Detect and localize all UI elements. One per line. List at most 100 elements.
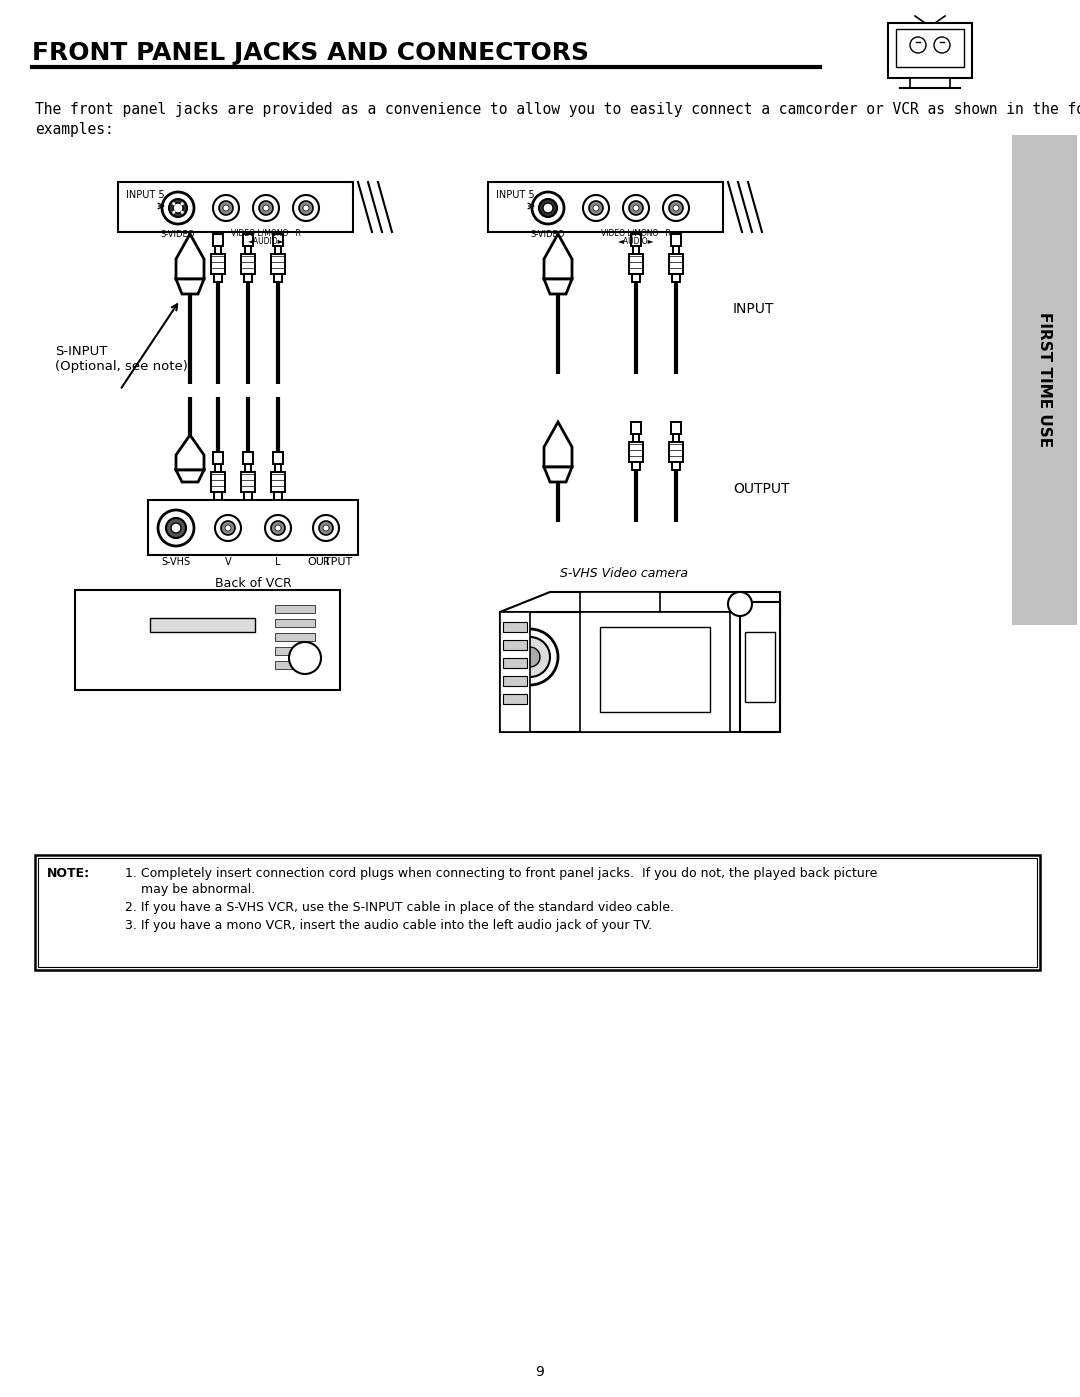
Bar [488,182,723,232]
Bar [213,235,222,246]
Bar [245,246,251,254]
Text: S-VHS Video camera: S-VHS Video camera [561,567,688,580]
Circle shape [910,36,926,53]
Bar [629,441,643,462]
Bar [672,462,680,469]
Circle shape [673,205,679,211]
Bar [632,462,640,469]
Bar [243,453,253,464]
Circle shape [323,525,329,531]
Bar [215,464,221,472]
Circle shape [180,203,184,205]
Text: 2. If you have a S-VHS VCR, use the S-INPUT cable in place of the standard video: 2. If you have a S-VHS VCR, use the S-IN… [125,901,674,914]
Bar [580,612,730,732]
Bar [244,492,252,500]
Circle shape [264,205,269,211]
Circle shape [313,515,339,541]
Bar [631,235,642,246]
Text: VIDEO L/MONO   R: VIDEO L/MONO R [602,228,671,237]
Circle shape [158,510,194,546]
Circle shape [271,521,285,535]
Bar [671,235,681,246]
Bar [745,631,775,703]
Text: 3. If you have a mono VCR, insert the audio cable into the left audio jack of yo: 3. If you have a mono VCR, insert the au… [125,919,652,932]
Bar [740,602,780,732]
Bar [633,246,639,254]
Polygon shape [544,279,572,293]
Bar [148,500,357,555]
Text: 1. Completely insert connection cord plugs when connecting to front panel jacks.: 1. Completely insert connection cord plu… [125,868,877,880]
Bar [500,612,530,732]
Polygon shape [176,279,204,293]
Bar [211,472,225,492]
Circle shape [319,521,333,535]
Text: INPUT 5: INPUT 5 [126,190,164,200]
Circle shape [593,205,599,211]
Bar [241,254,255,274]
Circle shape [222,205,229,211]
Circle shape [166,518,186,538]
Bar [1012,136,1077,624]
Bar [500,612,780,732]
Circle shape [213,196,239,221]
Circle shape [219,201,233,215]
Bar [631,422,642,434]
Circle shape [519,647,540,666]
Bar [275,647,315,655]
Text: ◄AUDIO►: ◄AUDIO► [618,237,654,246]
Bar [275,246,281,254]
Circle shape [299,201,313,215]
Polygon shape [176,434,204,469]
Bar [503,622,527,631]
Circle shape [215,515,241,541]
Bar [38,858,1037,967]
Polygon shape [176,235,204,279]
Circle shape [172,211,175,214]
Bar [673,246,679,254]
Bar [275,619,315,627]
Text: S-VHS: S-VHS [161,557,190,567]
Circle shape [633,205,639,211]
Bar [275,633,315,641]
Text: FIRST TIME USE: FIRST TIME USE [1038,313,1053,447]
Circle shape [543,203,553,212]
Circle shape [180,211,184,214]
Text: OUTPUT: OUTPUT [733,482,789,496]
Bar [244,274,252,282]
Text: 9: 9 [536,1365,544,1379]
Bar [503,694,527,704]
Bar [275,605,315,613]
Circle shape [728,592,752,616]
Circle shape [173,203,183,212]
Text: may be abnormal.: may be abnormal. [125,883,255,895]
Bar [669,441,683,462]
Circle shape [162,191,194,224]
Circle shape [172,203,175,205]
Bar [214,492,222,500]
Circle shape [589,201,603,215]
Text: NOTE:: NOTE: [48,868,90,880]
Bar [600,627,710,712]
Text: R: R [323,557,329,567]
Circle shape [225,525,231,531]
Text: ◄AUDIO►: ◄AUDIO► [247,237,284,246]
Polygon shape [544,422,572,467]
Bar [629,254,643,274]
Text: S-VIDEO: S-VIDEO [161,231,195,239]
Text: FRONT PANEL JACKS AND CONNECTORS: FRONT PANEL JACKS AND CONNECTORS [32,41,589,66]
Bar [633,434,639,441]
Bar [503,676,527,686]
Bar [215,246,221,254]
Bar [213,453,222,464]
Bar [275,661,315,669]
Bar [275,464,281,472]
Circle shape [502,629,558,685]
Polygon shape [544,235,572,279]
Text: S-VIDEO: S-VIDEO [530,231,565,239]
Bar [896,29,964,67]
Bar [673,434,679,441]
Circle shape [168,198,187,217]
Text: INPUT: INPUT [733,302,774,316]
Bar [211,254,225,274]
Circle shape [259,201,273,215]
